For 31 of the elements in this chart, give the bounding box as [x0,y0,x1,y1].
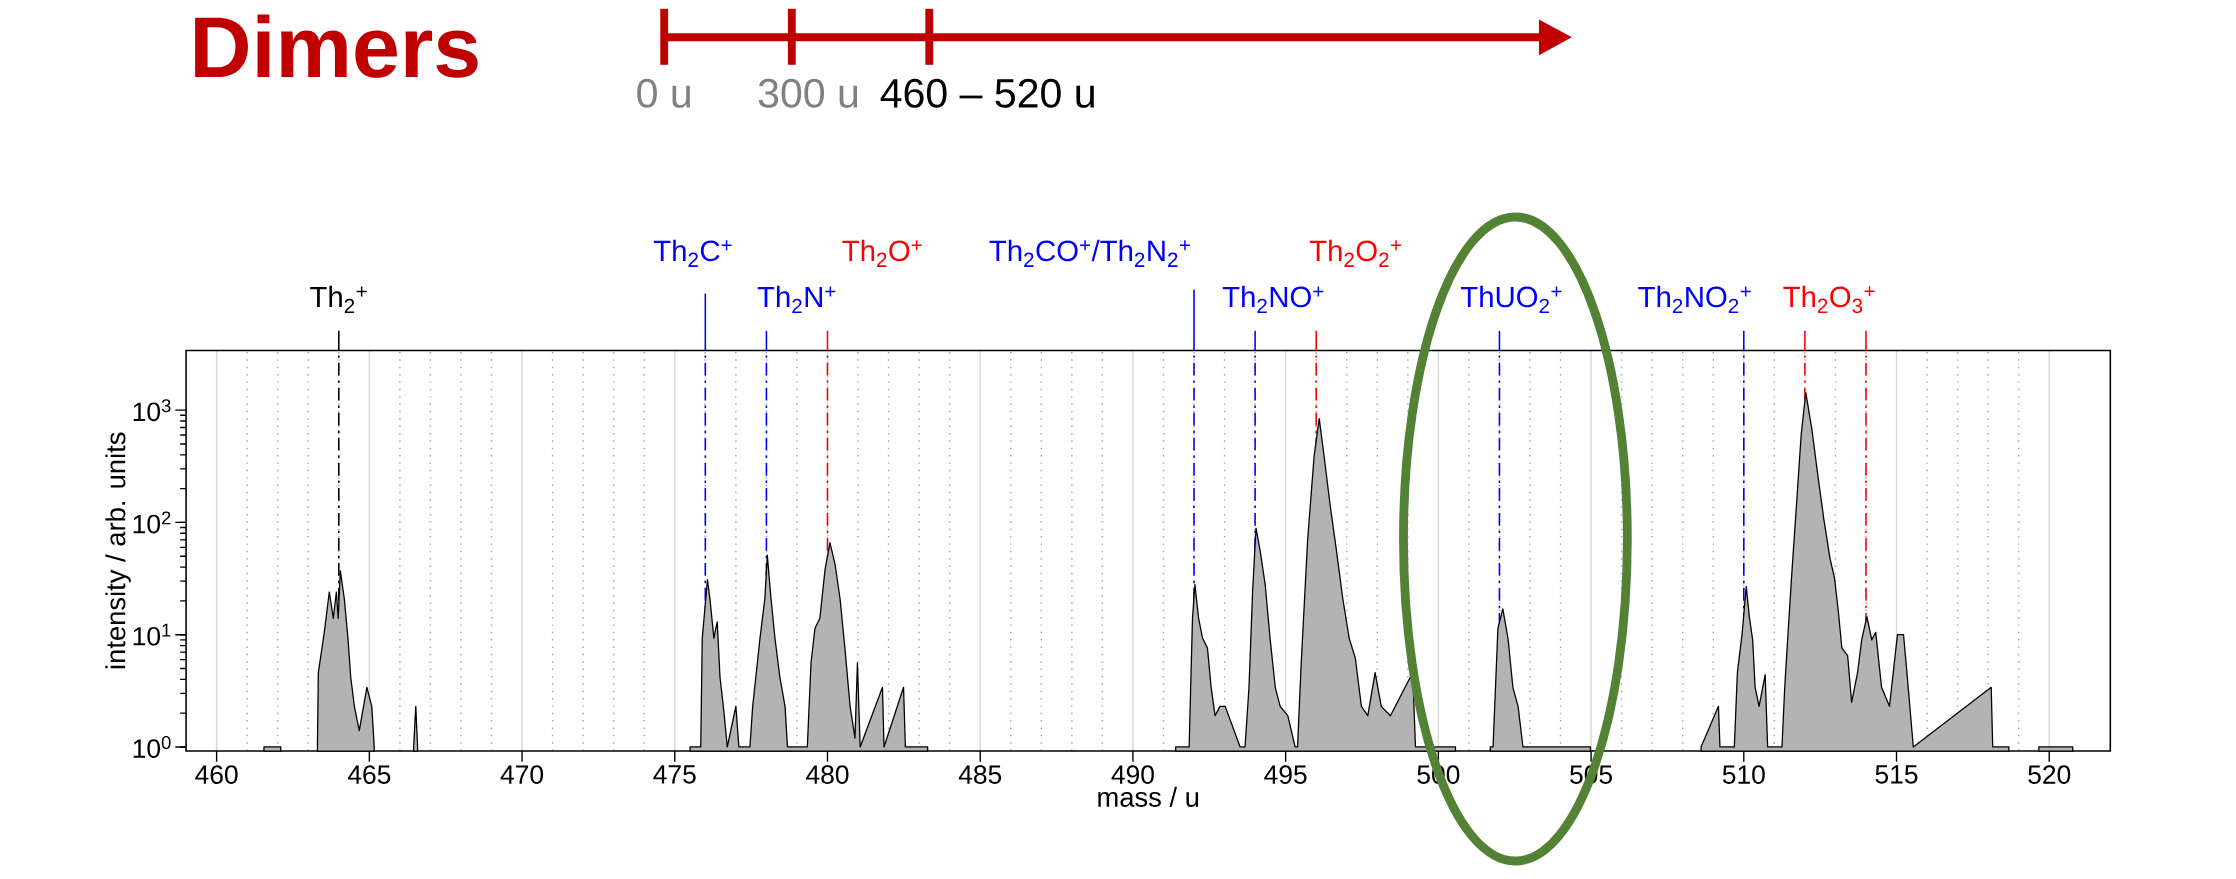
text: Th$_{2}$CO$^{+}$/Th$_{2}$N$_{2}$+ [989,239,1190,268]
x-axis-title: mass / u [1098,786,1199,808]
x-tick-label: 485 [958,765,1002,785]
text: 300 u [758,78,858,108]
x-tick-label: 465 [347,765,391,785]
y-tick-label: 10$^{3}$ [133,399,171,422]
x-tick-label: 495 [1264,765,1307,785]
y-axis-title: intensity / arb. units [105,432,131,669]
ref-line-label: ThUO$_{2}$+ [1460,285,1562,314]
text: 460 – 520 u [880,78,1094,108]
y-tick-label: 10$^{1}$ [133,623,171,646]
ref-line-label: Th$_{2}$O$_{3}$+ [1783,285,1875,314]
ref-line-label: Th$_{2}$NO$^{+}$ [1222,285,1324,314]
y-tick-label: 10$^{0}$ [133,736,171,759]
x-tick-label: 480 [806,765,849,785]
ref-line-label: Th$_{2}$+ [310,285,367,314]
x-tick-label: 510 [1722,765,1765,785]
ref-line-label: Th$_{2}$N$^{+}$ [757,285,836,314]
ref-line-label: Th$_{2}$NO$_{2}$+ [1638,285,1751,314]
x-tick-label: 460 [195,765,238,785]
x-tick-label: 475 [653,765,696,784]
x-tick-label: 490 [1111,765,1154,785]
ref-line-label: Th$_{2}$O$_{2}$+ [1309,239,1402,268]
x-tick-label: 515 [1875,765,1918,784]
x-tick-label: 520 [2028,765,2071,785]
chart-title: Dimers [195,14,478,78]
ref-line-label: Th$_{2}$O$^{+}$ [842,239,922,268]
ref-line-label: Th$_{2}$C$^{+}$ [653,239,732,268]
x-tick-label: 470 [500,765,544,785]
y-tick-label: 10$^{2}$ [133,511,171,534]
text: 0 u [637,78,690,108]
